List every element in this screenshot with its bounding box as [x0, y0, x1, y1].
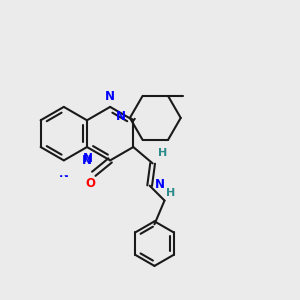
Text: H: H: [166, 188, 175, 198]
Text: N: N: [59, 167, 69, 180]
Text: N: N: [116, 110, 125, 123]
Text: N: N: [105, 90, 115, 103]
Text: N: N: [82, 152, 93, 165]
Text: N: N: [82, 154, 92, 166]
Bar: [55, 162, 73, 174]
Text: N: N: [155, 178, 165, 191]
Text: H: H: [158, 148, 167, 158]
Text: O: O: [86, 177, 96, 190]
